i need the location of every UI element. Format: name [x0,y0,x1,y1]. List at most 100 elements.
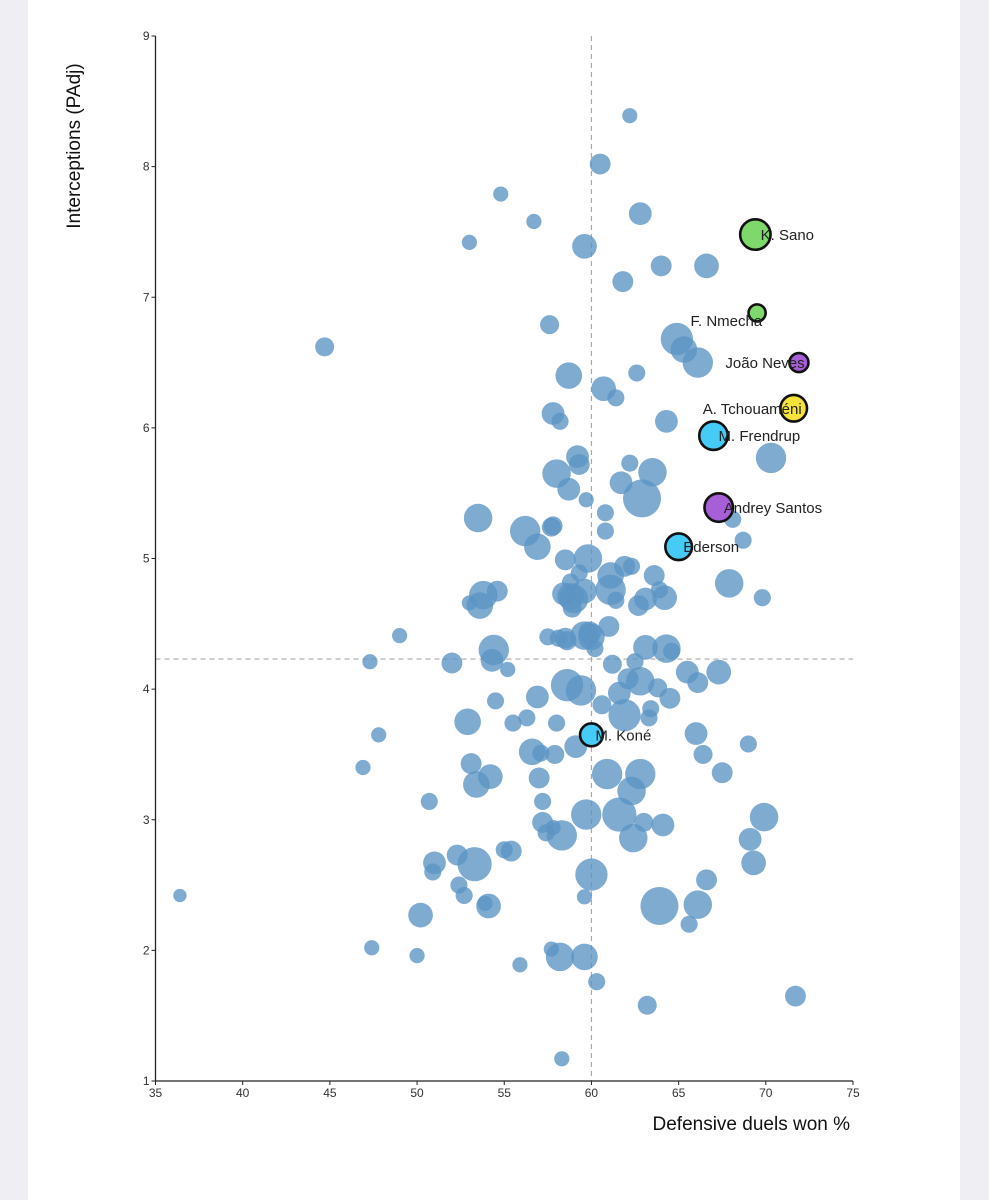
highlighted-point [788,351,810,374]
data-point [753,589,771,607]
data-point [355,759,371,776]
data-point [573,544,603,573]
data-point [634,587,657,611]
highlighted-point [747,303,767,323]
data-point [371,727,387,743]
data-point [602,797,637,832]
data-point [575,858,608,891]
data-point [598,615,620,637]
data-point [633,634,658,660]
data-point [607,389,625,407]
highlighted-points [578,218,810,748]
data-point [785,985,806,1007]
data-point [500,840,522,862]
data-point [621,454,639,472]
point-label: K. Sano [761,227,814,244]
x-tick-label: 65 [672,1086,686,1100]
data-point [655,409,678,433]
y-axis-title: Interceptions (PAdj) [64,63,85,228]
data-point [441,652,463,674]
data-point [504,714,522,732]
y-tick-label: 8 [143,160,150,174]
y-tick-label: 1 [143,1074,150,1088]
data-point [588,973,606,991]
data-point [461,234,477,250]
y-tick-label: 3 [143,813,150,827]
point-label: Andrey Santos [724,500,822,517]
data-point [714,569,744,598]
data-point [528,767,550,789]
x-tick-label: 60 [585,1086,599,1100]
y-tick-label: 2 [143,943,150,957]
data-point [586,640,604,658]
data-point [607,591,625,609]
chart-card: 35 40 45 50 55 60 65 70 75 1 2 3 4 5 6 7 8 9 K. Sano F. Nm… [28,0,960,1200]
data-point [684,722,708,745]
data-point [476,893,501,919]
data-point [409,948,425,964]
data-point [596,504,614,522]
data-point [663,642,681,660]
data-point [486,580,508,602]
data-point [571,943,598,971]
data-point [608,699,641,732]
data-point [591,758,623,790]
y-tick-label: 9 [143,29,150,43]
highlighted-point [779,393,809,423]
data-point [532,744,550,762]
data-points [173,108,806,1067]
data-point [682,347,714,378]
data-point [392,627,408,644]
data-point [545,744,565,764]
data-point [687,672,709,694]
data-point [554,1051,570,1067]
data-point [696,869,717,891]
data-point [643,565,665,586]
data-point [408,902,433,928]
x-tick-label: 45 [323,1086,337,1100]
data-point [477,764,503,789]
data-point [551,412,569,430]
data-point [557,477,581,501]
data-point [364,940,380,956]
data-point [694,253,719,279]
data-point [486,692,505,710]
x-axis-title: Defensive duels won % [653,1114,851,1135]
x-tick-label: 40 [236,1086,250,1100]
point-labels: K. Sano F. Nmecha João Neves A. Tchouaméni M… [595,227,822,744]
x-tick-label: 35 [149,1086,163,1100]
data-point [734,531,752,549]
data-point [755,442,787,474]
data-point [640,886,679,925]
data-point [634,812,654,832]
data-point [457,847,492,882]
data-point [540,315,560,335]
data-point [568,454,590,475]
data-point [651,813,675,837]
data-point [546,820,577,851]
data-point [638,458,667,487]
data-point [642,700,660,718]
data-point [592,695,612,715]
data-point [628,364,646,382]
highlighted-point [738,218,772,252]
point-label: João Neves [725,355,804,372]
data-point [659,687,681,709]
data-point [362,654,378,670]
data-point [500,661,516,678]
data-point [622,557,641,575]
data-point [545,942,575,972]
data-point [512,957,528,973]
y-tick-label: 5 [143,552,150,566]
data-point [602,654,622,674]
data-point [478,634,509,666]
point-label: F. Nmecha [691,313,763,330]
data-point [315,337,335,357]
data-point [738,827,762,851]
data-point [711,762,733,784]
data-point [589,153,611,175]
data-point [637,995,657,1015]
point-label: M. Frendrup [718,428,800,445]
